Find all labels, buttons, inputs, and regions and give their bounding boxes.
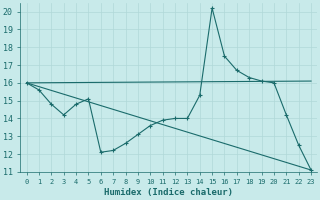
X-axis label: Humidex (Indice chaleur): Humidex (Indice chaleur) [104, 188, 233, 197]
